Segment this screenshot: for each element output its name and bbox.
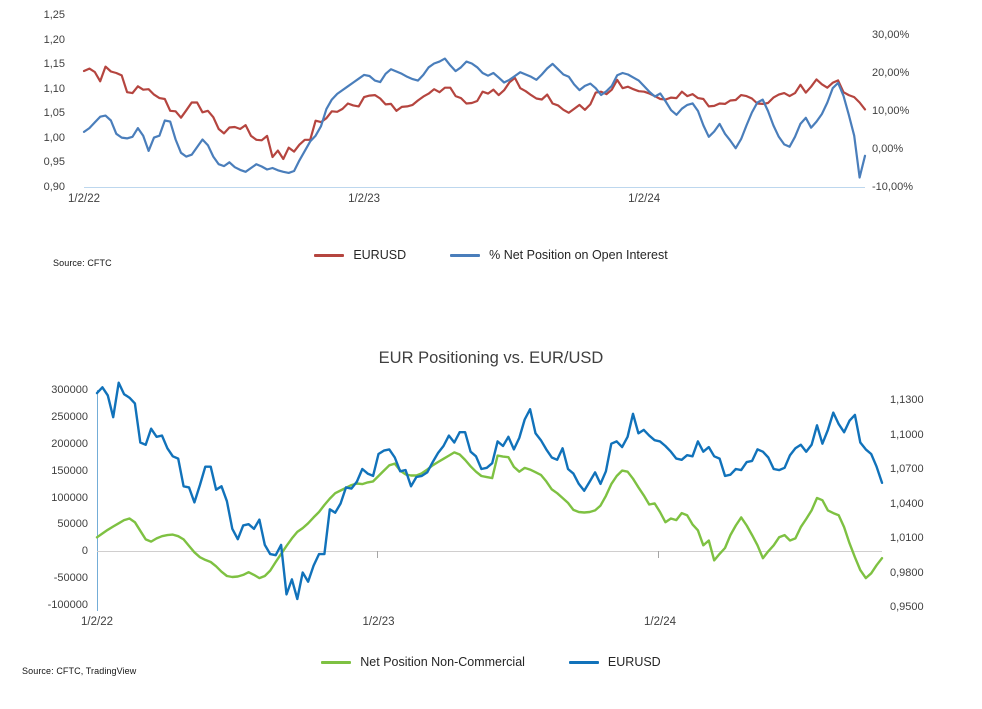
left-axis-tick-label: 0,90 <box>43 181 65 193</box>
left-axis-tick-label: 150000 <box>51 464 88 477</box>
x-axis-tick-label: 1/2/22 <box>81 616 113 628</box>
right-axis-tick-label: 0,9800 <box>890 566 924 579</box>
right-axis-tick-label: 1,0100 <box>890 532 924 544</box>
left-axis-tick-label: 250000 <box>51 410 88 423</box>
bottom-chart-source: Source: CFTC, TradingView <box>22 666 137 676</box>
bottom-chart-title: EUR Positioning vs. EUR/USD <box>378 349 604 367</box>
left-axis-tick-label: 0,95 <box>43 156 65 169</box>
x-axis-tick-label: 1/2/24 <box>628 193 661 205</box>
legend-label-eurusd-bottom: EURUSD <box>607 655 661 669</box>
left-axis-tick-label: -100000 <box>47 599 88 611</box>
left-axis-tick-label: 1,20 <box>43 33 65 46</box>
left-axis-tick-label: 1,25 <box>43 9 65 21</box>
net-position-line-swatch <box>321 660 352 664</box>
x-axis-tick-label: 1/2/23 <box>348 193 381 205</box>
legend-item-net-position: Net Position Non-Commercial <box>321 655 525 669</box>
right-axis-tick-label: 1,1300 <box>890 394 924 406</box>
left-axis-tick-label: 200000 <box>51 437 88 450</box>
top-chart-legend: EURUSD % Net Position on Open Interest <box>0 248 982 262</box>
legend-item-net-position-pct: % Net Position on Open Interest <box>450 248 668 262</box>
legend-label-eurusd: EURUSD <box>353 248 407 262</box>
right-axis-tick-label: 1,1000 <box>890 428 924 441</box>
vertical-axis-line <box>657 551 659 558</box>
net-position-non-commercial-line <box>95 451 884 580</box>
axis-line <box>84 187 865 189</box>
left-axis-tick-label: -50000 <box>53 572 88 585</box>
left-axis-tick-label: 1,15 <box>43 58 65 71</box>
left-axis-tick-label: 1,05 <box>43 107 65 120</box>
vertical-axis-line <box>97 390 99 611</box>
right-axis-tick-label: 20,00% <box>872 67 910 79</box>
left-axis-tick-label: 0 <box>81 545 88 558</box>
bottom-chart-legend: Net Position Non-Commercial EURUSD <box>0 655 982 669</box>
right-axis-tick-label: 30,00% <box>872 29 910 41</box>
eurusd-line <box>82 65 867 161</box>
left-axis-tick-label: 300000 <box>51 384 88 396</box>
right-axis-tick-label: 1,0700 <box>890 463 924 475</box>
-net-position-on-open-interest-line <box>82 57 867 179</box>
axis-line <box>97 551 882 553</box>
x-axis-tick-label: 1/2/22 <box>68 193 100 205</box>
right-axis-tick-label: 10,00% <box>872 105 910 117</box>
x-axis-tick-label: 1/2/24 <box>644 616 677 628</box>
eurusd-line <box>95 381 884 601</box>
left-axis-tick-label: 1,10 <box>43 82 65 95</box>
left-axis-tick-label: 100000 <box>51 491 88 504</box>
right-axis-tick-label: 0,00% <box>872 143 904 155</box>
x-axis-tick-label: 1/2/23 <box>362 616 395 628</box>
eurusd-line-swatch <box>314 253 345 257</box>
left-axis-tick-label: 1,00 <box>43 131 65 144</box>
right-axis-tick-label: 0,9500 <box>890 601 924 613</box>
legend-item-eurusd-bottom: EURUSD <box>568 655 661 669</box>
legend-item-eurusd: EURUSD <box>314 248 406 262</box>
legend-label-net-position-pct: % Net Position on Open Interest <box>489 248 668 262</box>
top-chart-source: Source: CFTC <box>53 258 112 268</box>
left-axis-tick-label: 50000 <box>57 518 88 531</box>
legend-label-net-position: Net Position Non-Commercial <box>360 655 525 669</box>
vertical-axis-line <box>377 551 379 558</box>
right-axis-tick-label: 1,0400 <box>890 497 924 510</box>
right-axis-tick-label: -10,00% <box>872 181 913 193</box>
net-position-pct-line-swatch <box>450 253 481 257</box>
eurusd-bottom-line-swatch <box>568 660 599 664</box>
